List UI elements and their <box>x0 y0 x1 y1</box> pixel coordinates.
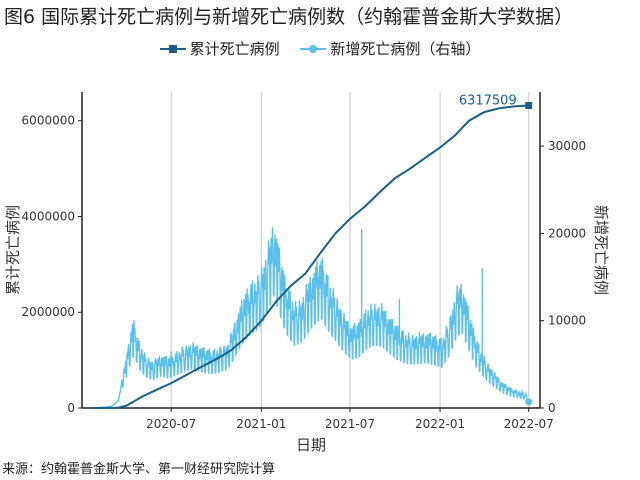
series-cumulative-line <box>92 104 529 409</box>
y-axis-label-right: 新增死亡病例 <box>592 205 610 295</box>
series-daily-end-marker <box>525 398 533 406</box>
y-right-tick-label-3: 30000 <box>548 139 586 153</box>
series-cumulative-end-marker <box>525 102 533 110</box>
legend-label-daily: 新增死亡病例（右轴） <box>330 40 481 58</box>
y-right-tick-label-0: 0 <box>548 401 556 415</box>
source-note: 来源：约翰霍普金斯大学、第一财经研究院计算 <box>2 462 276 477</box>
x-tick-label-2: 2021-07 <box>325 417 375 431</box>
series-daily-line <box>92 226 530 409</box>
y-left-tick-label-1: 2000000 <box>22 305 75 319</box>
y-left-tick-label-2: 4000000 <box>22 209 75 223</box>
annotation-last-value: 6317509 <box>459 94 517 109</box>
y-right-tick-label-1: 10000 <box>548 314 586 328</box>
y-right-tick-label-2: 20000 <box>548 226 586 240</box>
legend-label-cumulative: 累计死亡病例 <box>189 40 280 58</box>
legend-item-cumulative: 累计死亡病例 <box>159 38 280 59</box>
y-left-tick-label-3: 6000000 <box>22 114 75 128</box>
legend-swatch-cumulative <box>159 45 186 53</box>
legend: 累计死亡病例 新增死亡病例（右轴） <box>0 38 640 59</box>
x-axis-label: 日期 <box>296 436 326 454</box>
x-tick-label-4: 2022-07 <box>504 417 554 431</box>
x-tick-label-1: 2021-01 <box>236 417 286 431</box>
legend-swatch-daily <box>300 45 327 53</box>
y-left-tick-label-0: 0 <box>67 401 75 415</box>
x-tick-label-3: 2022-01 <box>415 417 465 431</box>
y-axis-label-left: 累计死亡病例 <box>4 205 22 295</box>
legend-item-daily: 新增死亡病例（右轴） <box>300 38 480 59</box>
x-tick-label-0: 2020-07 <box>146 417 196 431</box>
chart-title: 图6 国际累计死亡病例与新增死亡病例数（约翰霍普金斯大学数据） <box>4 6 574 28</box>
